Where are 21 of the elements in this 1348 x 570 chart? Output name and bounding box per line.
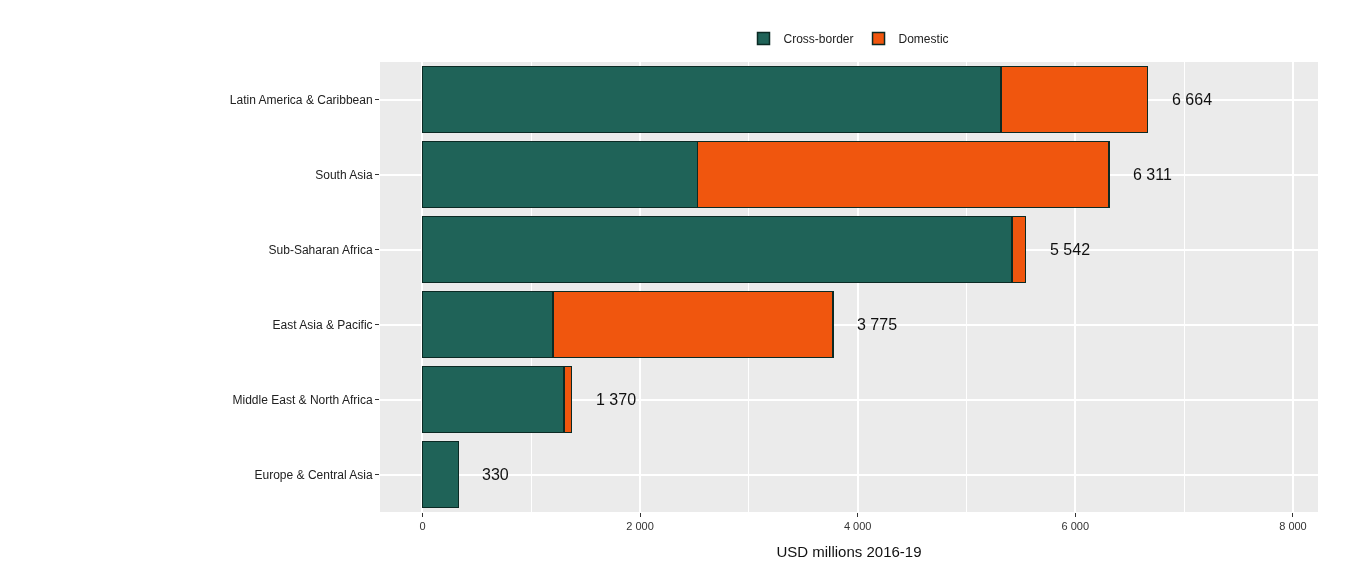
x-tick-label: 4 000 — [843, 520, 872, 533]
legend-label: Cross-border — [783, 32, 854, 47]
x-tick-label: 8 000 — [1279, 520, 1307, 533]
x-tick-label: 0 — [419, 520, 426, 533]
total-label: 1 370 — [596, 391, 637, 408]
y-tick-label: Sub-Saharan Africa — [268, 242, 373, 257]
y-tick-label: Europe & Central Asia — [254, 467, 373, 482]
total-label: 6 311 — [1133, 166, 1172, 183]
total-label: 6 664 — [1172, 91, 1213, 108]
x-axis-title: USD millions 2016-19 — [776, 543, 922, 561]
total-label: 330 — [482, 466, 509, 483]
total-label: 5 542 — [1050, 241, 1091, 258]
y-tick-label: South Asia — [315, 167, 373, 182]
x-tick-label: 2 000 — [626, 520, 654, 533]
y-tick-label: Latin America & Caribbean — [229, 92, 373, 107]
legend-label: Domestic — [898, 32, 949, 47]
y-tick-label: Middle East & North Africa — [232, 392, 373, 407]
total-label: 3 775 — [857, 316, 898, 333]
x-tick-label: 6 000 — [1061, 520, 1090, 533]
bar — [421, 440, 460, 509]
y-tick-label: East Asia & Pacific — [272, 317, 373, 332]
